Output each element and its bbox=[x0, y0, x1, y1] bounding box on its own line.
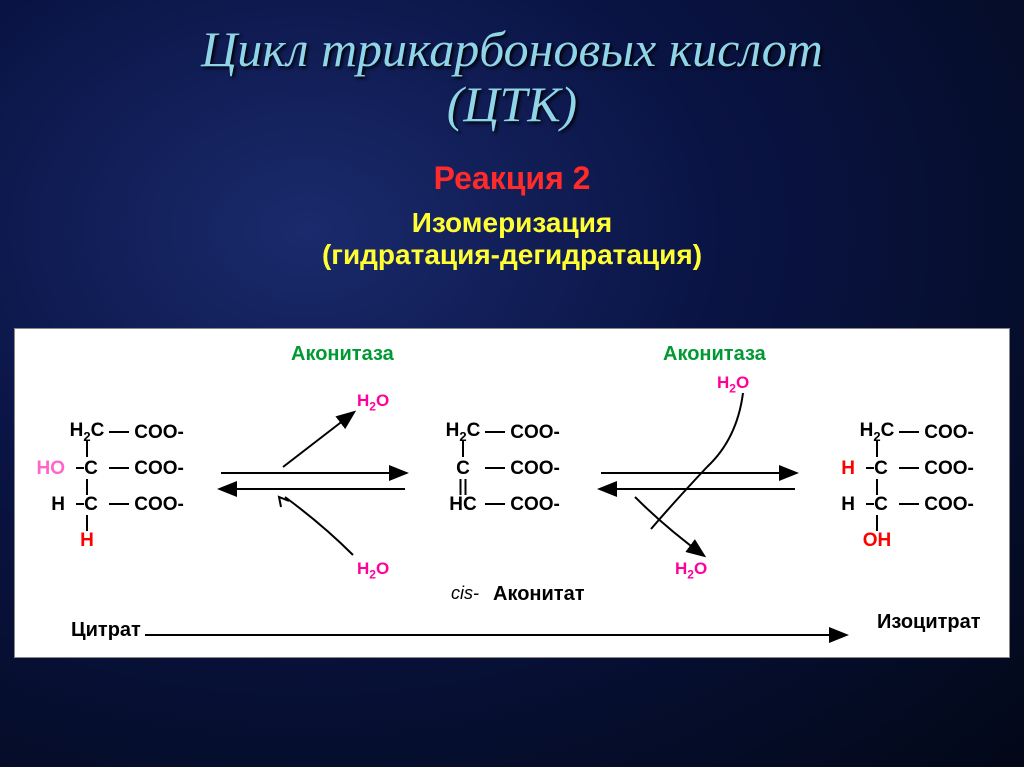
slide-subtitle: Реакция 2 bbox=[0, 160, 1024, 197]
title-line-1: Цикл трикарбоновых кислот bbox=[201, 21, 823, 77]
slide-title: Цикл трикарбоновых кислот (ЦТК) bbox=[0, 0, 1024, 132]
slide-subsubtitle: Изомеризация (гидратация-дегидратация) bbox=[0, 207, 1024, 271]
arrows-svg bbox=[15, 329, 1011, 659]
title-line-2: (ЦТК) bbox=[447, 76, 577, 132]
subsubtitle-line-2: (гидратация-дегидратация) bbox=[322, 239, 702, 270]
reaction-diagram: Аконитаза Аконитаза H2O H2O H2O H2O H2C … bbox=[14, 328, 1010, 658]
subsubtitle-line-1: Изомеризация bbox=[412, 207, 613, 238]
